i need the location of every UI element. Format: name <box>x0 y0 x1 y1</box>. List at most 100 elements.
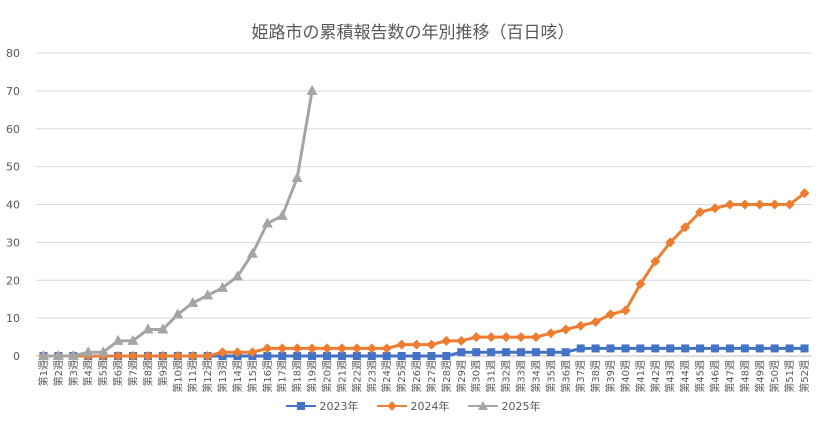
data-point <box>396 339 407 350</box>
legend-item: 2023年 <box>285 398 359 414</box>
y-tick-label: 60 <box>6 123 20 136</box>
data-point <box>113 351 124 361</box>
x-tick-label: 第18週 <box>291 360 304 393</box>
x-tick-label: 第9週 <box>156 360 169 386</box>
data-point <box>187 296 199 307</box>
x-tick-label: 第6週 <box>112 360 125 386</box>
data-point <box>531 348 540 357</box>
data-point <box>67 350 79 360</box>
x-tick-label: 第45週 <box>694 360 707 393</box>
data-point <box>308 352 317 360</box>
y-tick-label: 50 <box>6 161 20 174</box>
data-point <box>366 343 377 354</box>
data-point <box>307 343 318 354</box>
x-tick-label: 第21週 <box>335 360 348 393</box>
data-point <box>590 316 601 327</box>
data-point <box>785 344 794 353</box>
data-point <box>799 188 810 199</box>
x-tick-label: 第1週 <box>37 360 50 386</box>
x-tick-label: 第44週 <box>679 360 692 393</box>
data-point <box>605 309 616 320</box>
data-point <box>725 344 734 353</box>
legend-swatch <box>467 401 498 411</box>
data-point <box>351 343 362 354</box>
data-point <box>635 279 646 290</box>
data-point <box>545 328 556 339</box>
legend-label: 2025年 <box>501 400 541 413</box>
y-tick-label: 70 <box>6 85 20 98</box>
legend-item: 2024年 <box>376 398 450 414</box>
x-tick-label: 第48週 <box>738 360 751 393</box>
data-point <box>336 343 347 354</box>
data-point <box>172 308 184 319</box>
x-tick-label: 第37週 <box>574 360 587 393</box>
legend-swatch <box>285 401 316 411</box>
data-point <box>142 351 153 361</box>
data-point <box>695 207 706 218</box>
data-point <box>247 347 258 358</box>
x-tick-label: 第13週 <box>216 360 229 393</box>
x-tick-label: 第33週 <box>515 360 528 393</box>
x-tick-label: 第5週 <box>97 360 110 386</box>
data-point <box>560 324 571 335</box>
data-point <box>172 351 183 361</box>
x-tick-label: 第28週 <box>440 360 453 393</box>
data-point <box>352 352 361 360</box>
x-tick-label: 第19週 <box>306 360 319 393</box>
data-point <box>412 352 421 360</box>
data-point <box>202 289 214 300</box>
x-tick-label: 第20週 <box>321 360 334 393</box>
legend-label: 2024年 <box>410 400 450 413</box>
data-point <box>291 171 303 182</box>
x-tick-label: 第49週 <box>753 360 766 393</box>
x-tick-label: 第16週 <box>261 360 274 393</box>
data-point <box>112 334 124 345</box>
data-point <box>277 343 288 354</box>
x-tick-label: 第26週 <box>410 360 423 393</box>
data-point <box>337 352 346 360</box>
data-point <box>710 203 720 214</box>
data-point <box>246 247 258 258</box>
x-tick-label: 第17週 <box>276 360 289 393</box>
data-point <box>457 348 466 357</box>
x-tick-label: 第50週 <box>768 360 781 393</box>
data-point <box>276 209 288 220</box>
x-tick-label: 第41週 <box>634 360 647 393</box>
data-point <box>530 332 541 343</box>
data-point <box>157 323 169 334</box>
data-point <box>127 334 139 345</box>
chart-legend: 2023年 2024年 2025年 <box>0 398 826 414</box>
data-point <box>323 352 331 360</box>
x-tick-label: 第34週 <box>529 360 542 393</box>
data-point <box>442 352 451 360</box>
data-point <box>516 332 526 343</box>
y-tick-label: 20 <box>6 274 20 287</box>
legend-label: 2023年 <box>319 400 359 413</box>
x-tick-label: 第22週 <box>350 360 363 393</box>
data-point <box>37 350 49 360</box>
data-point <box>232 347 243 358</box>
data-point <box>306 84 318 95</box>
x-tick-label: 第31週 <box>485 360 498 393</box>
data-point <box>575 320 586 331</box>
data-point <box>561 348 570 357</box>
data-point <box>128 351 138 361</box>
x-tick-label: 第42週 <box>649 360 662 393</box>
x-tick-label: 第14週 <box>231 360 244 393</box>
y-tick-label: 10 <box>6 312 20 325</box>
data-point <box>517 348 525 357</box>
data-point <box>681 344 690 353</box>
data-point <box>769 199 780 210</box>
data-point <box>157 351 168 361</box>
data-point <box>441 335 452 346</box>
data-point <box>52 350 64 360</box>
x-tick-label: 第39週 <box>604 360 617 393</box>
data-point <box>217 347 228 358</box>
data-point <box>740 344 749 353</box>
x-tick-label: 第3週 <box>67 360 80 386</box>
data-point <box>636 344 645 353</box>
x-tick-label: 第10週 <box>171 360 184 393</box>
x-tick-label: 第2週 <box>52 360 65 386</box>
data-point <box>261 217 273 228</box>
